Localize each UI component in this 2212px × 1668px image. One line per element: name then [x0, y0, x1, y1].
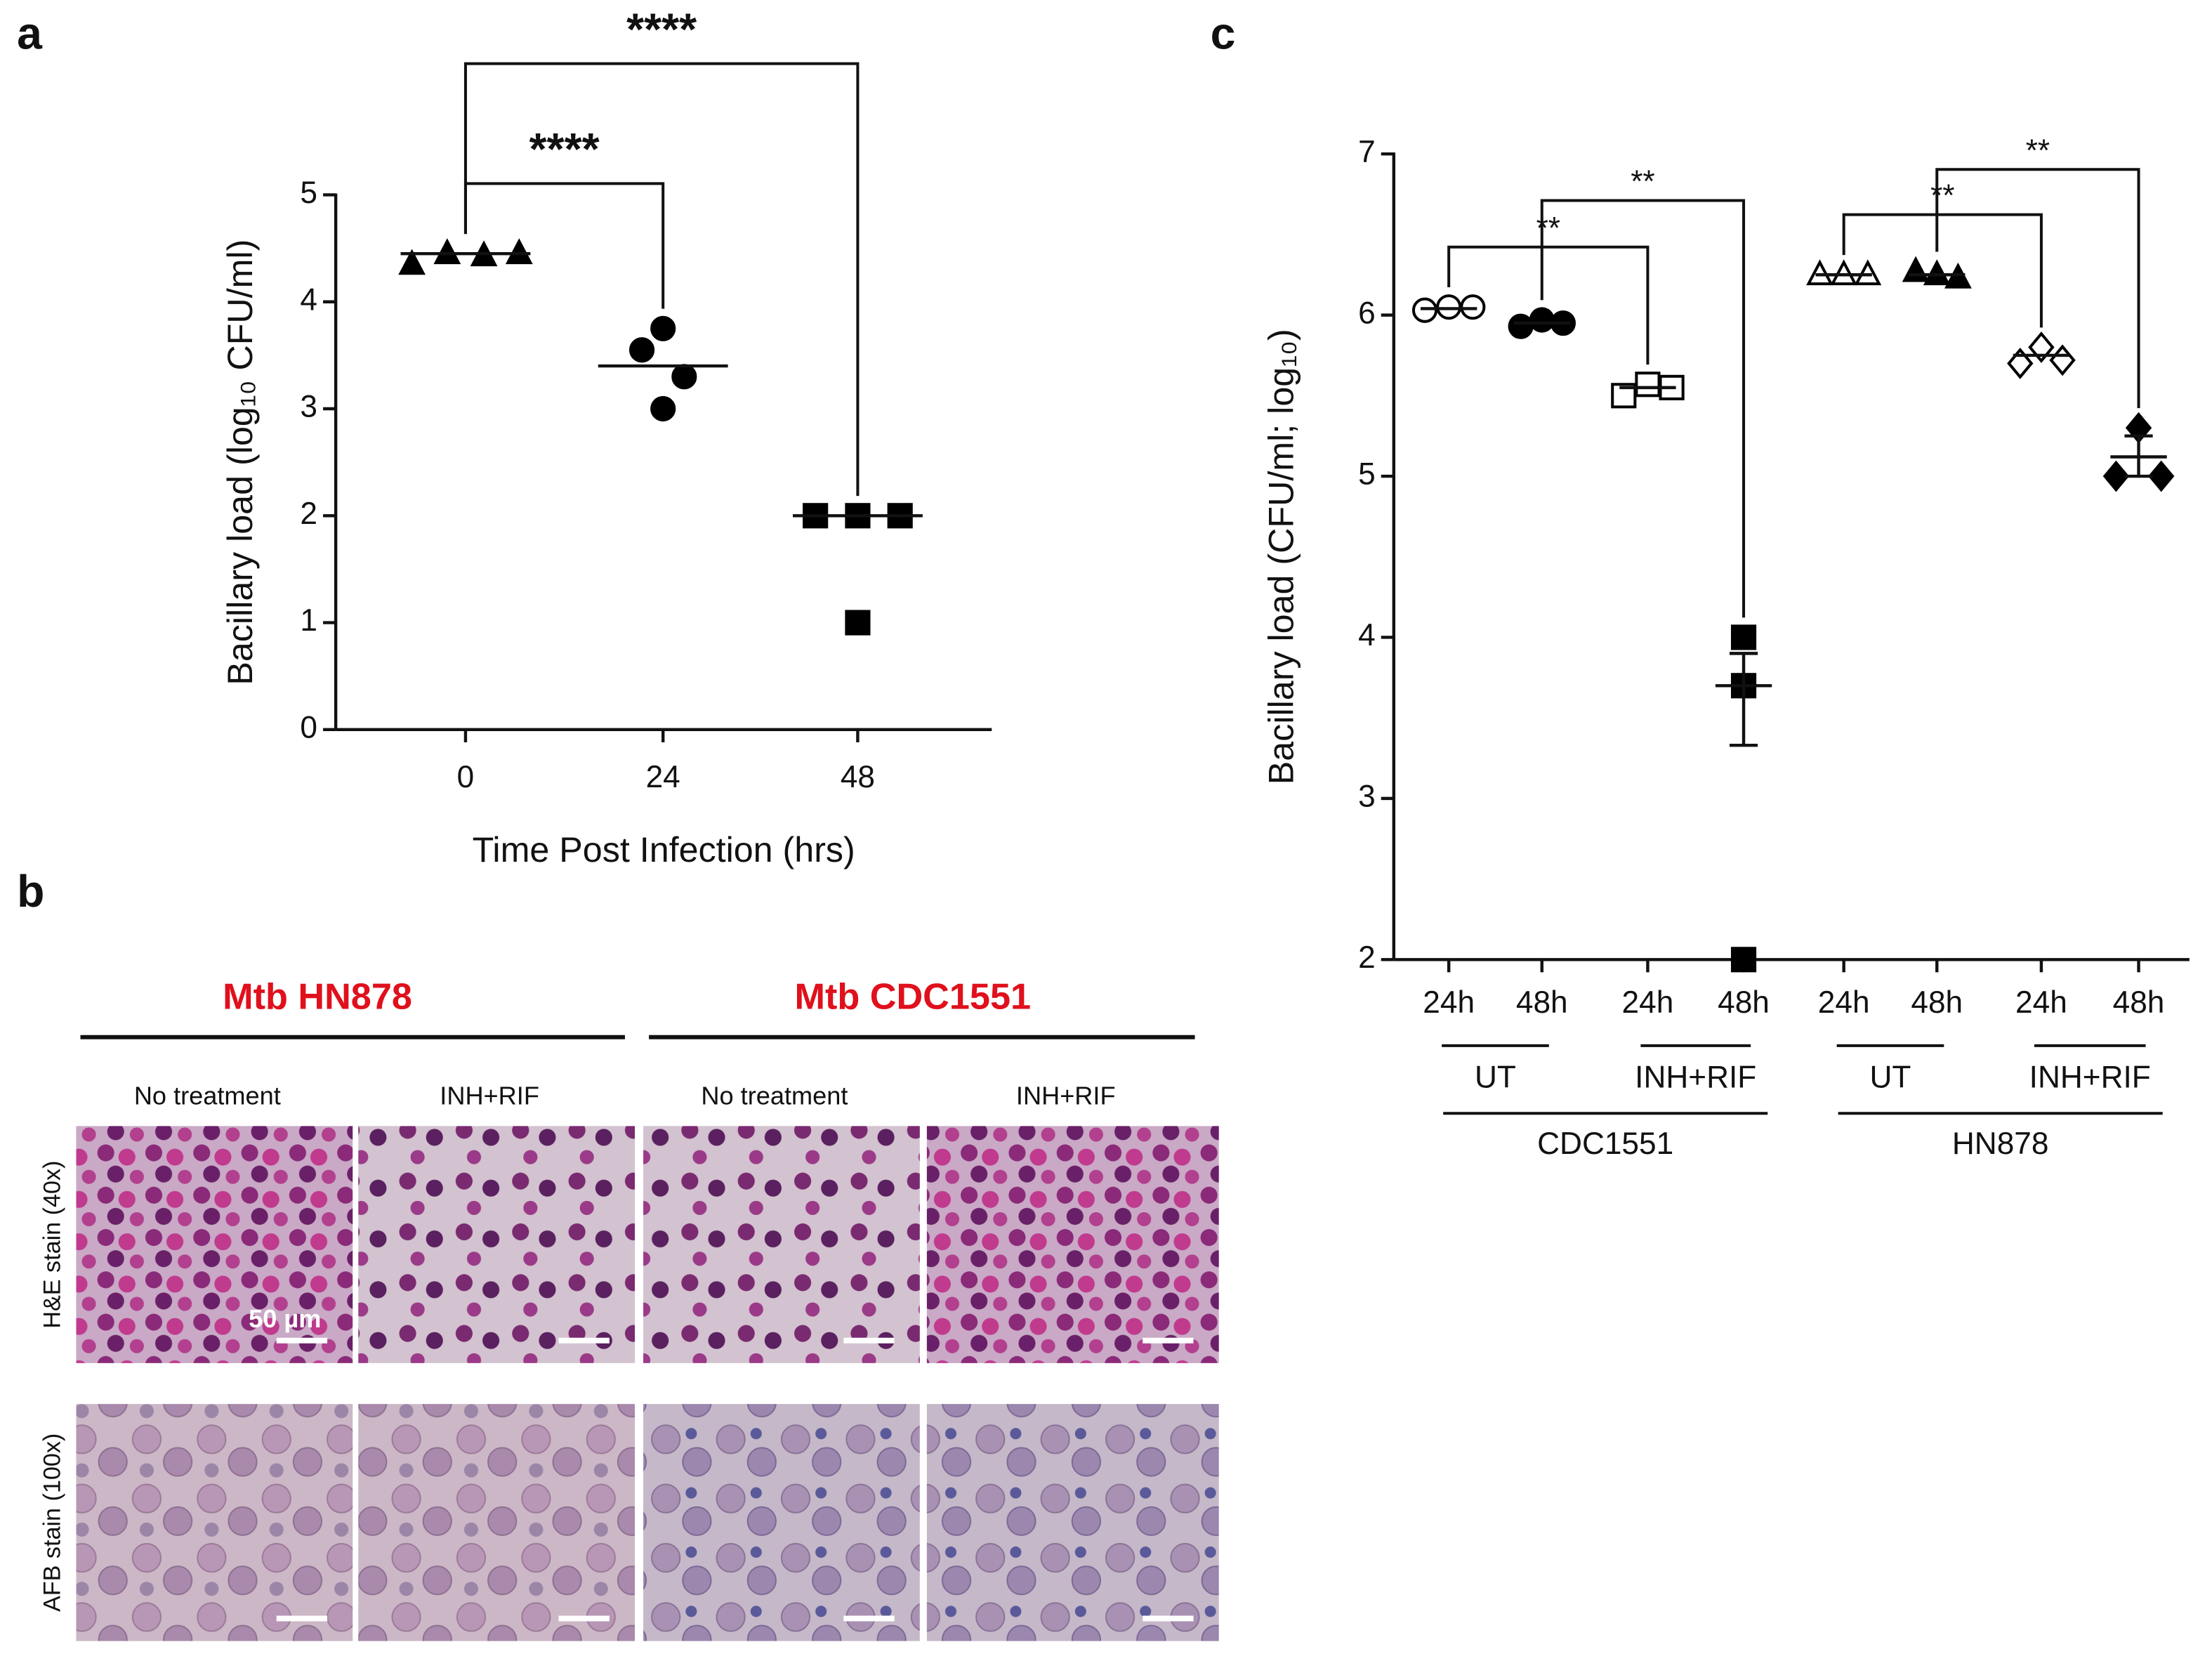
y-tick-label: 0: [300, 711, 317, 745]
significance-label: **: [1631, 164, 1654, 199]
group-label: HN878: [1952, 1127, 2049, 1161]
x-tick-label: 24: [646, 760, 680, 794]
y-tick-label: 1: [300, 603, 317, 638]
significance-label: **: [1930, 178, 1954, 213]
micrograph: [643, 1404, 920, 1641]
data-point: [398, 249, 426, 275]
data-point: [1730, 624, 1757, 650]
data-point: [671, 364, 697, 390]
data-point: [2147, 460, 2175, 492]
y-tick-label: 2: [1358, 940, 1376, 975]
strain-header: Mtb HN878: [223, 976, 412, 1017]
data-point: [1923, 259, 1951, 286]
column-label: INH+RIF: [1016, 1082, 1116, 1110]
data-point: [1460, 294, 1486, 320]
data-point: [2049, 344, 2076, 376]
y-axis-label: Bacillary load (CFU/ml; log₁₀): [1261, 329, 1301, 784]
significance-bracket: [463, 62, 860, 497]
data-point: [650, 315, 676, 341]
row-label: AFB stain (100x): [39, 1433, 65, 1612]
y-tick-label: 3: [1358, 780, 1376, 814]
significance-bracket: [1935, 168, 2140, 409]
significance-bracket: [1447, 245, 1650, 365]
data-point: [1902, 256, 1930, 282]
x-tick-label: 48h: [2113, 985, 2165, 1020]
significance-bracket: [1842, 213, 2043, 328]
panel-label: c: [1211, 8, 1236, 58]
y-tick-label: 4: [300, 282, 317, 317]
group-label: UT: [1870, 1060, 1911, 1095]
y-tick-label: 2: [300, 497, 317, 531]
data-point: [1635, 372, 1661, 398]
row-label: H&E stain (40x): [39, 1161, 65, 1329]
micrograph: [643, 1126, 920, 1363]
significance-label: ****: [626, 4, 697, 54]
x-tick-label: 48h: [1516, 985, 1568, 1020]
y-tick-label: 5: [1358, 457, 1376, 492]
data-point: [505, 238, 533, 265]
strain-header: Mtb CDC1551: [794, 976, 1031, 1017]
y-tick-label: 4: [1358, 618, 1376, 652]
micrograph: [358, 1126, 636, 1363]
y-tick-label: 6: [1358, 296, 1376, 330]
data-point: [1806, 259, 1834, 286]
group-label: UT: [1475, 1060, 1516, 1095]
micrograph: [76, 1404, 353, 1641]
micrograph: [358, 1404, 636, 1641]
data-point: [2102, 460, 2130, 492]
column-label: No treatment: [134, 1082, 281, 1110]
data-point: [1830, 259, 1858, 286]
significance-bracket: [463, 182, 665, 309]
data-point: [628, 337, 655, 363]
y-tick-label: 3: [300, 390, 317, 424]
group-label: CDC1551: [1537, 1127, 1673, 1161]
data-point: [1529, 307, 1555, 333]
significance-label: **: [2026, 133, 2050, 168]
scale-label: 50 µm: [249, 1304, 321, 1333]
x-tick-label: 0: [457, 760, 475, 794]
significance-label: ****: [529, 124, 600, 174]
x-tick-label: 48h: [1718, 985, 1770, 1020]
x-tick-label: 24h: [1818, 985, 1870, 1020]
data-point: [1411, 297, 1438, 323]
data-point: [1436, 294, 1462, 320]
y-axis-label: Bacillary load (log₁₀ CFU/ml): [220, 239, 260, 685]
x-tick-label: 24h: [2015, 985, 2067, 1020]
x-tick-label: 48: [841, 760, 875, 794]
panel-label: b: [17, 866, 44, 917]
group-label: INH+RIF: [1635, 1060, 1756, 1095]
significance-bracket: [1540, 199, 1746, 618]
significance-label: **: [1536, 211, 1560, 245]
x-tick-label: 48h: [1911, 985, 1963, 1020]
data-point: [1854, 259, 1882, 286]
data-point: [845, 610, 871, 636]
data-point: [1508, 313, 1534, 339]
x-tick-label: 24h: [1622, 985, 1674, 1020]
x-axis-label: Time Post Infection (hrs): [473, 830, 855, 869]
micrograph: [926, 1404, 1219, 1641]
panel-label: a: [17, 8, 43, 58]
column-label: INH+RIF: [440, 1082, 539, 1110]
data-point: [1730, 947, 1757, 973]
column-label: No treatment: [701, 1082, 848, 1110]
x-tick-label: 24h: [1423, 985, 1475, 1020]
group-label: INH+RIF: [2029, 1060, 2151, 1095]
y-tick-label: 5: [300, 176, 317, 210]
data-point: [433, 238, 461, 265]
data-point: [650, 395, 676, 422]
micrograph: [76, 1126, 353, 1363]
micrograph: [926, 1126, 1219, 1363]
y-tick-label: 7: [1358, 135, 1376, 169]
